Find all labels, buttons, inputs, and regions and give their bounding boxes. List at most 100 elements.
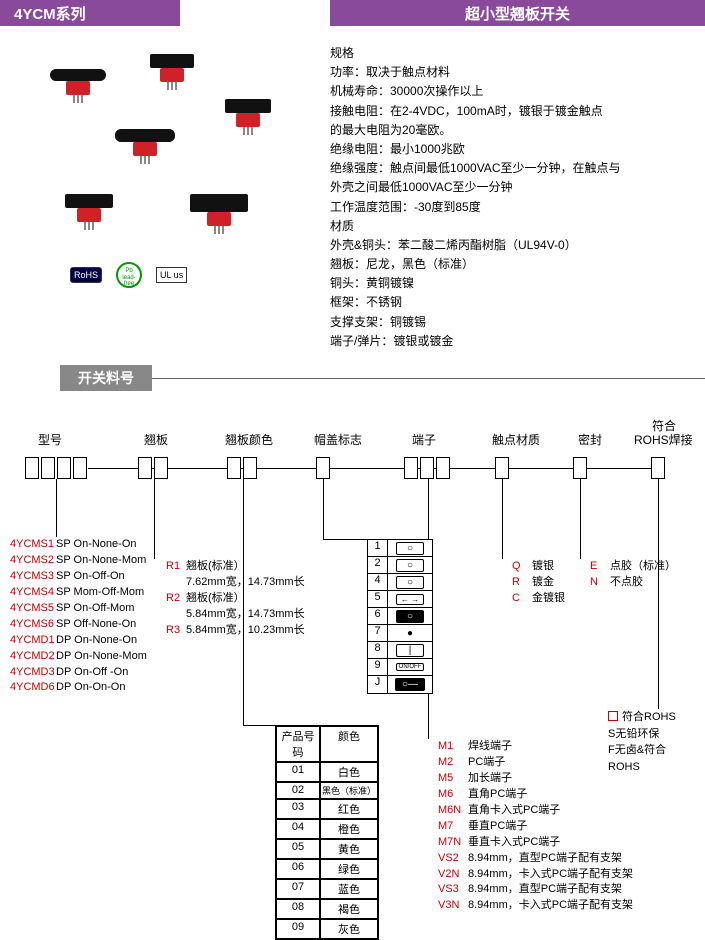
model-desc: SP On-Off-On [56,570,125,582]
model-code: 4YCMS2 [10,553,56,569]
model-code: 4YCMD3 [10,665,56,681]
ct-n: 08 [276,899,320,919]
ct-c: 黑色（标准） [320,782,378,799]
capmark-sym: ● [407,628,413,639]
capmark-table: 1○ 2○ 4○ 5← → 6○ 7● 8| 9ON/OFF J○— [367,539,433,694]
term-code: M7N [438,835,468,851]
color-table: 产品号码颜色 01白色 02黑色（标准） 03红色 04橙色 05黄色 06绿色… [275,725,379,940]
term-code: VS3 [438,882,468,898]
model-desc: DP On-On-On [56,681,126,693]
ct-n: 03 [276,799,320,819]
model-code: 4YCMS1 [10,537,56,553]
vline-seal [580,479,581,559]
capmark-n: 4 [368,574,388,591]
header-right: 超小型翘板开关 [330,0,705,26]
term-desc: PC端子 [468,756,505,768]
spec-line: 铜头：黄铜镀镍 [330,274,693,293]
vline-rocker [154,479,155,559]
ct-c: 褐色 [320,899,378,919]
spec-line: 端子/弹片：镀银或镀金 [330,332,693,351]
col-label-rocker: 翘板 [144,431,168,448]
rohs-desc: 无卤&符合ROHS [608,744,666,773]
ct-n: 01 [276,762,320,782]
capmark-connector [323,539,367,540]
capmark-sym: ○ [396,576,424,589]
term-desc: 焊线端子 [468,740,512,752]
term-code: M2 [438,755,468,771]
spec-line: 工作温度范围：-30度到85度 [330,198,693,217]
contact-desc: 镀金 [532,576,554,588]
rocker-code: R2 [166,591,186,607]
capmark-n: 1 [368,540,388,557]
model-desc: DP On-None-On [56,634,137,646]
model-desc: DP On-None-Mom [56,650,147,662]
term-desc: 8.94mm，卡入式PC端子配有支架 [468,868,633,880]
spec-line: 翘板：尼龙，黑色（标准） [330,255,693,274]
boxes-rohs [651,457,665,479]
spec-line: 框架：不锈钢 [330,293,693,312]
boxes-seal [573,457,587,479]
contact-desc: 镀银 [532,560,554,572]
spec-line: 外壳之间最低1000VAC至少一分钟 [330,178,693,197]
boxes-model [25,457,87,479]
top-section: RoHS Pb lead-free UL us 规格 功率：取决于触点材料 机械… [0,26,705,351]
model-desc: SP On-Off-Mom [56,602,134,614]
rohs-code: F [608,744,615,756]
pbfree-icon: Pb lead-free [116,262,142,288]
boxes-capmark [316,457,330,479]
switch-sample [150,54,194,90]
capmark-n: 7 [368,625,388,642]
term-desc: 直角卡入式PC端子 [468,804,560,816]
ct-c: 红色 [320,799,378,819]
term-code: M7 [438,819,468,835]
ct-c: 蓝色 [320,879,378,899]
ct-c: 白色 [320,762,378,782]
section-label: 开关料号 [60,365,152,391]
spec-line: 绝缘强度：触点间最低1000VAC至少一分钟，在触点与 [330,159,693,178]
capmark-sym: | [396,644,425,657]
part-number-diagram: 型号 翘板 翘板颜色 帽盖标志 端子 触点材质 密封 符合 ROHS焊接 4YC… [8,409,697,899]
color-connector [243,725,275,726]
term-code: M1 [438,739,468,755]
model-code: 4YCMS4 [10,585,56,601]
capmark-sym: ○ [396,559,424,572]
capmark-n: J [368,676,388,693]
contact-code: C [512,591,532,607]
capmark-sym: ○— [395,678,425,691]
ct-c: 黄色 [320,839,378,859]
terminal-legend: M1焊线端子 M2PC端子 M5加长端子 M6直角PC端子 M6N直角卡入式PC… [438,739,633,914]
term-desc: 加长端子 [468,772,512,784]
vline-contact [502,479,503,559]
vline-capmark [323,479,324,539]
rohs-icon: RoHS [70,267,102,283]
header-left: 4YCM系列 [0,0,180,26]
ct-n: 07 [276,879,320,899]
seal-code: N [590,575,610,591]
ct-n: 09 [276,919,320,939]
vline-rohs [658,479,659,709]
ct-n: 05 [276,839,320,859]
spec-line: 绝缘电阻：最小1000兆欧 [330,140,693,159]
spec-line: 的最大电阻为20毫欧。 [330,121,693,140]
section-line [152,378,705,379]
term-desc: 8.94mm，卡入式PC端子配有支架 [468,899,633,911]
spec-line: 材质 [330,217,693,236]
header-row: 4YCM系列 超小型翘板开关 [0,0,705,26]
pn-hline [88,468,651,469]
model-desc: DP On-Off -On [56,666,128,678]
boxes-color [227,457,257,479]
model-desc: SP On-None-Mom [56,554,146,566]
ul-icon: UL us [156,267,187,283]
vline-model [56,479,57,537]
capmark-n: 8 [368,642,388,659]
section-bar: 开关料号 [0,365,705,391]
capmark-n: 6 [368,608,388,625]
ct-c: 灰色 [320,919,378,939]
model-desc: SP Mom-Off-Mom [56,586,144,598]
model-legend: 4YCMS1SP On-None-On 4YCMS2SP On-None-Mom… [10,537,147,696]
rocker-desc: 7.62mm宽，14.73mm长 [166,575,305,591]
term-desc: 垂直卡入式PC端子 [468,836,560,848]
switch-sample [190,194,248,234]
contact-code: R [512,575,532,591]
capmark-n: 5 [368,591,388,608]
